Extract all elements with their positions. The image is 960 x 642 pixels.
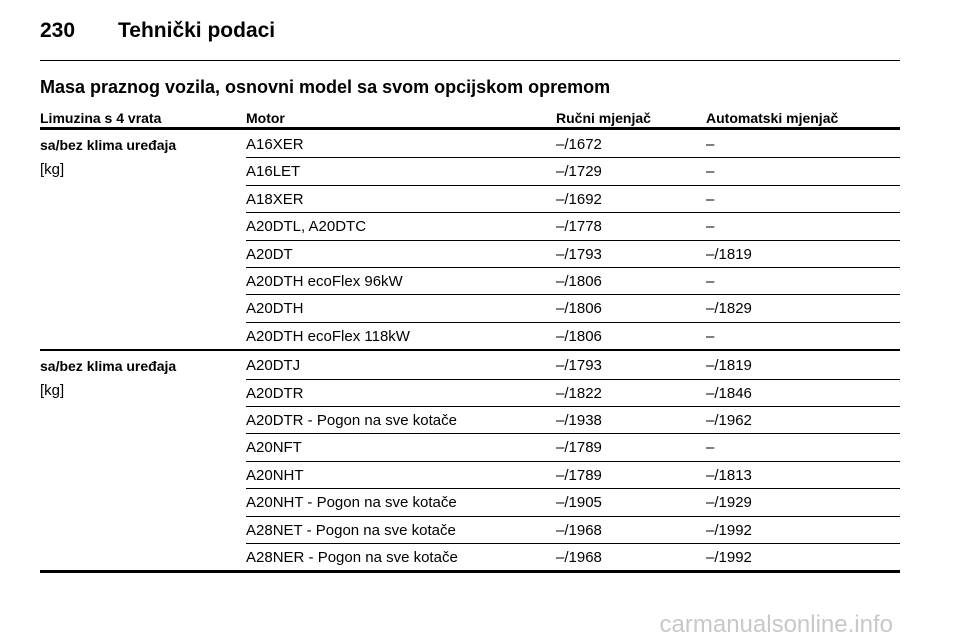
cell: A20DTL, A20DTC	[246, 218, 367, 236]
cell: –/1905	[556, 494, 602, 512]
cell: –	[706, 136, 715, 153]
cell: –/1806	[556, 300, 602, 318]
group-unit: [kg]	[40, 161, 65, 178]
row-rule	[246, 184, 900, 186]
cell: A20NHT - Pogon na sve kotače	[246, 494, 457, 512]
cell: A18XER	[246, 190, 304, 208]
cell: –/1929	[706, 494, 752, 512]
page-number: 230	[40, 19, 76, 42]
cell: –/1692	[556, 190, 602, 208]
cell: A20DTJ	[246, 357, 301, 375]
cell: –/1962	[706, 412, 752, 429]
row-rule	[246, 433, 900, 435]
cell: A20NFT	[246, 439, 302, 457]
header-rule	[40, 127, 900, 130]
cell: A20DTH ecoFlex 118kW	[246, 327, 410, 345]
cell: A20NHT	[246, 466, 304, 484]
row-rule	[246, 378, 900, 380]
cell: –/1789	[556, 466, 602, 484]
cell: –/1829	[706, 300, 752, 318]
row-rule	[246, 460, 900, 462]
group-rule	[40, 349, 900, 352]
cell: A20DTR	[246, 384, 304, 402]
cell: –/1778	[556, 218, 602, 236]
page-title: Tehnički podaci	[118, 19, 276, 42]
cell: –	[706, 439, 715, 457]
row-rule	[246, 267, 900, 268]
cell: –/1846	[706, 384, 752, 402]
cell: –/1806	[556, 327, 602, 345]
cell: A28NET - Pogon na sve kotače	[246, 521, 456, 539]
section-title: Masa praznog vozila, osnovni model sa sv…	[40, 77, 611, 97]
cell: –	[706, 273, 715, 290]
cell: –/1729	[556, 163, 602, 181]
cell: –/1968	[556, 521, 602, 539]
row-rule	[246, 321, 900, 323]
row-rule	[246, 488, 900, 490]
cell: –/1793	[556, 357, 602, 375]
row-rule	[246, 406, 900, 407]
cell: –/1819	[706, 357, 752, 375]
row-rule	[246, 515, 900, 517]
cell: –	[706, 190, 715, 208]
cell: –/1793	[556, 245, 602, 263]
column-header: Motor	[246, 110, 285, 126]
cell: A20DTH	[246, 300, 304, 318]
cell: –/1968	[556, 549, 602, 566]
cell: –	[706, 218, 715, 236]
cell: A20DTH ecoFlex 96kW	[246, 273, 403, 290]
group-label: sa/bez klima uređaja	[40, 137, 177, 153]
row-rule	[246, 543, 900, 544]
cell: A28NER - Pogon na sve kotače	[246, 549, 458, 566]
row-rule	[246, 157, 900, 159]
row-rule	[246, 294, 900, 296]
cell: –/1992	[706, 521, 752, 539]
cell: A16XER	[246, 136, 304, 153]
column-header: Limuzina s 4 vrata	[40, 110, 162, 126]
group-label: sa/bez klima uređaja	[40, 358, 177, 375]
watermark: carmanualsonline.info	[659, 611, 893, 638]
column-header: Ručni mjenjač	[556, 110, 651, 126]
cell: –/1672	[556, 136, 602, 153]
cell: –/1822	[556, 384, 602, 402]
cell: –	[706, 327, 715, 345]
group-unit: [kg]	[40, 382, 65, 400]
cell: –	[706, 163, 715, 181]
cell: –/1819	[706, 245, 752, 263]
cell: –/1813	[706, 466, 752, 484]
header-rule	[40, 60, 900, 61]
cell: –/1938	[556, 412, 602, 429]
group-rule	[40, 570, 900, 574]
row-rule	[246, 212, 900, 214]
cell: A20DT	[246, 245, 293, 263]
cell: –/1992	[706, 549, 752, 566]
cell: A16LET	[246, 163, 301, 181]
cell: –/1789	[556, 439, 602, 457]
cell: –/1806	[556, 273, 602, 290]
column-header: Automatski mjenjač	[706, 110, 839, 126]
row-rule	[246, 239, 900, 241]
cell: A20DTR - Pogon na sve kotače	[246, 412, 457, 429]
